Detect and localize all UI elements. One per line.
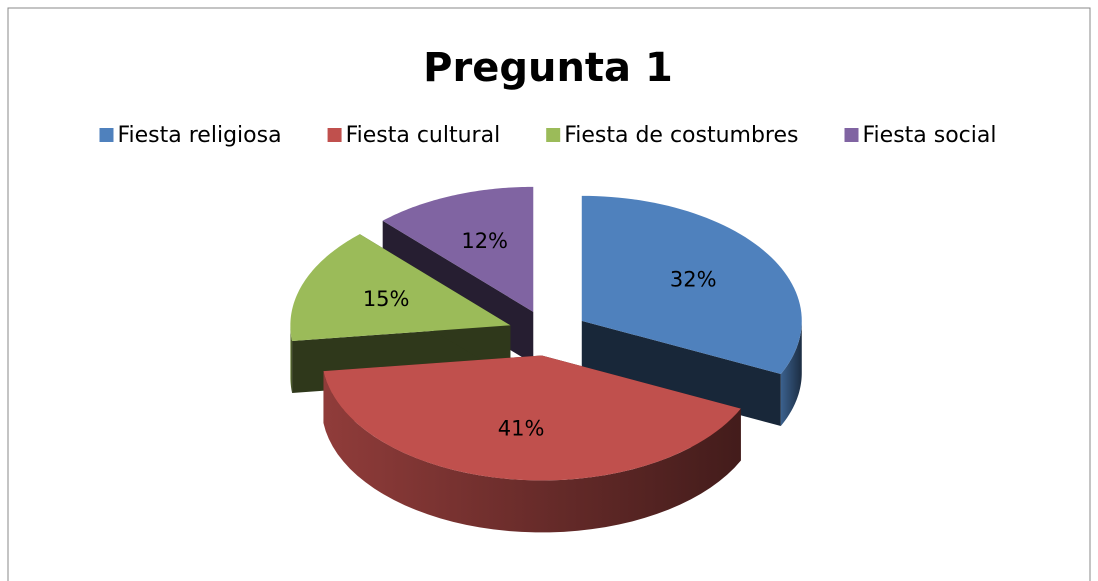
data-label: 12%	[461, 229, 508, 253]
legend-swatch	[546, 128, 561, 142]
legend-item: Fiesta religiosa	[99, 123, 282, 148]
chart-title: Pregunta 1	[423, 45, 673, 91]
legend-label: Fiesta social	[863, 123, 997, 148]
legend: Fiesta religiosa Fiesta cultural Fiesta de…	[99, 123, 997, 148]
data-label: 32%	[670, 268, 717, 292]
data-label: 41%	[498, 417, 545, 441]
legend-item: Fiesta cultural	[327, 123, 501, 148]
legend-label: Fiesta religiosa	[117, 123, 281, 148]
slice-face	[581, 320, 781, 427]
legend-swatch	[844, 128, 859, 142]
chart-border	[7, 7, 1091, 581]
legend-label: Fiesta de costumbres	[564, 123, 798, 148]
legend-swatch	[99, 128, 114, 142]
slice-wall	[323, 371, 741, 533]
slice-top	[323, 355, 741, 481]
slice-top	[290, 234, 511, 341]
legend-item: Fiesta social	[844, 123, 997, 148]
legend-label: Fiesta cultural	[346, 123, 501, 148]
legend-swatch	[327, 128, 342, 142]
slice	[581, 195, 802, 427]
data-label: 15%	[363, 287, 410, 311]
slice	[323, 355, 741, 533]
slice-top	[581, 195, 802, 375]
slice-wall	[780, 320, 802, 427]
slice-top	[382, 186, 534, 312]
slice-wall	[290, 325, 293, 393]
legend-item: Fiesta de costumbres	[546, 123, 799, 148]
